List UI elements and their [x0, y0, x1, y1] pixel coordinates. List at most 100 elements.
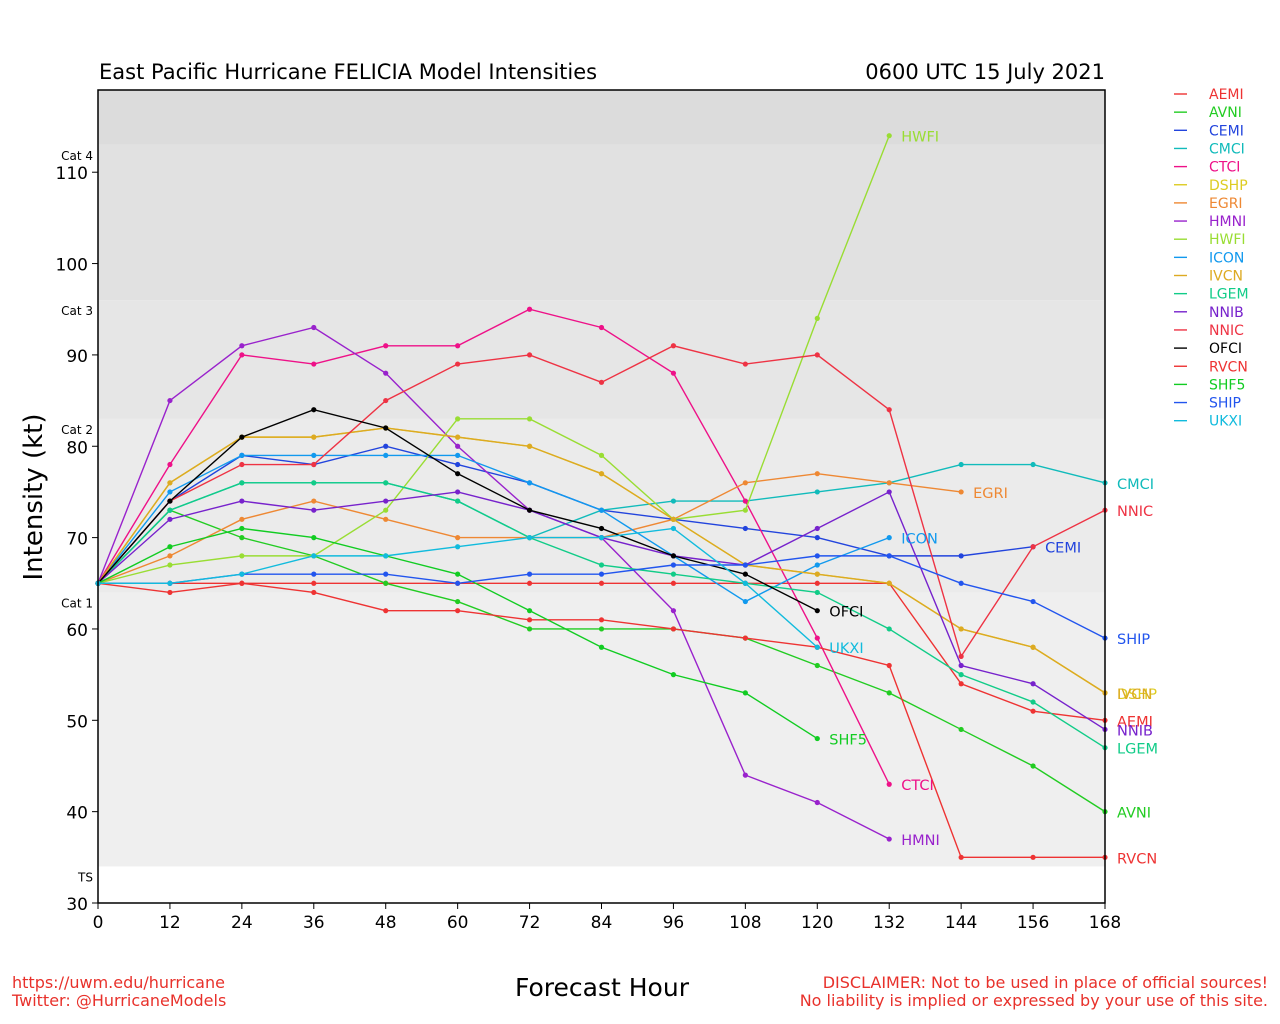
data-point-shf5 — [239, 525, 245, 532]
series-lines — [95, 133, 1108, 860]
end-label-ship: SHIP — [1117, 632, 1150, 648]
data-point-lgem — [239, 480, 245, 486]
legend-label: RVCN — [1209, 359, 1248, 375]
end-label-ctci: CTCI — [901, 778, 934, 794]
data-point-nnic — [886, 407, 892, 413]
data-point-ship — [383, 571, 389, 577]
data-point-avni — [958, 726, 964, 733]
data-point-rvcn — [1030, 854, 1036, 860]
data-point-avni — [455, 598, 461, 605]
data-point-nnib — [239, 498, 245, 504]
y-tick-label: 100 — [56, 256, 88, 276]
legend-label: CEMI — [1209, 123, 1244, 139]
data-point-ukxi — [598, 535, 605, 541]
x-axis-label: Forecast Hour — [515, 973, 690, 1002]
data-point-shf5 — [455, 571, 461, 577]
x-tick-label: 24 — [231, 913, 253, 933]
footer-url[interactable]: https://uwm.edu/hurricane — [12, 973, 225, 992]
legend-item-icon: ICON — [1174, 250, 1244, 266]
y-tick-label: 40 — [66, 804, 88, 824]
data-point-hwfi — [167, 562, 173, 568]
x-tick-label: 96 — [663, 913, 685, 933]
data-point-rvcn — [958, 854, 964, 860]
end-label-ivcn: IVCN — [1117, 687, 1152, 703]
y-tick-label: 90 — [66, 347, 88, 367]
y-axis-label: Intensity (kt) — [19, 414, 49, 581]
data-point-nnic — [670, 343, 677, 349]
x-tick-label: 108 — [729, 913, 761, 933]
data-point-nnib — [167, 516, 173, 522]
disclaimer-line-2: No liability is implied or expressed by … — [799, 991, 1268, 1010]
data-point-ofci — [670, 553, 677, 559]
legend-label: AEMI — [1209, 87, 1244, 103]
data-point-egri — [311, 498, 317, 504]
data-point-ofci — [742, 571, 748, 577]
data-point-icon — [814, 562, 820, 568]
legend-item-nnic: NNIC — [1174, 323, 1244, 339]
data-point-icon — [239, 452, 245, 458]
legend-label: UKXI — [1209, 414, 1242, 430]
end-label-hwfi: HWFI — [901, 130, 939, 146]
data-point-rvcn — [311, 589, 317, 596]
chart-title: East Pacific Hurricane FELICIA Model Int… — [99, 60, 597, 84]
data-point-avni — [598, 626, 605, 632]
series-icon — [95, 452, 892, 605]
data-point-egri — [455, 535, 461, 541]
data-point-cemi — [958, 553, 964, 559]
band-label-cat-1: Cat 1 — [61, 596, 93, 610]
band-label-ts: TS — [77, 870, 93, 884]
x-tick-label: 132 — [873, 913, 905, 933]
data-point-hwfi — [383, 507, 389, 513]
series-line-ctci — [97, 308, 890, 785]
end-label-ukxi: UKXI — [829, 641, 863, 657]
legend-item-cmci: CMCI — [1174, 141, 1245, 157]
data-point-ofci — [598, 525, 605, 532]
data-point-ship — [958, 580, 964, 586]
end-label-nnic: NNIC — [1117, 504, 1153, 520]
data-point-icon — [742, 598, 748, 605]
data-point-ofci — [526, 507, 533, 513]
legend-label: OFCI — [1209, 341, 1242, 357]
data-point-nnic — [455, 361, 461, 367]
legend-item-ctci: CTCI — [1174, 160, 1240, 176]
end-label-dshp: DSHP — [1117, 687, 1157, 703]
data-point-cmci — [1030, 461, 1036, 468]
data-point-ivcn — [455, 434, 461, 440]
data-point-nnic — [526, 352, 533, 358]
legend: AEMI AVNI CEMI CMCI CTCI DSHP EGRI HMNI HWFI ICON… — [1174, 87, 1249, 430]
data-point-cmci — [670, 498, 677, 504]
end-label-cemi: CEMI — [1045, 541, 1081, 557]
data-point-ship — [886, 553, 892, 559]
data-point-nnib — [814, 525, 820, 532]
data-point-hwfi — [742, 507, 748, 513]
data-point-icon — [167, 489, 173, 495]
data-point-ship — [455, 580, 461, 586]
data-point-rvcn — [526, 617, 533, 623]
end-label-avni: AVNI — [1117, 806, 1151, 822]
data-point-hwfi — [814, 315, 820, 321]
data-point-egri — [886, 480, 892, 486]
data-point-ukxi — [670, 525, 677, 532]
data-point-hmni — [455, 443, 461, 449]
data-point-egri — [167, 553, 173, 559]
band-cat-2 — [98, 300, 1105, 419]
band-ts — [98, 592, 1105, 867]
legend-item-shf5: SHF5 — [1174, 377, 1245, 393]
legend-item-ship: SHIP — [1174, 396, 1241, 412]
data-point-icon — [455, 452, 461, 458]
data-point-ship — [670, 562, 677, 568]
y-tick-label: 80 — [66, 438, 88, 458]
data-point-hmni — [670, 608, 677, 614]
data-point-shf5 — [742, 690, 748, 696]
data-point-ctci — [455, 343, 461, 349]
data-point-ivcn — [814, 571, 820, 577]
data-point-ctci — [311, 361, 317, 367]
end-label-shf5: SHF5 — [829, 733, 867, 749]
legend-item-dshp: DSHP — [1174, 178, 1248, 194]
data-point-egri — [383, 516, 389, 522]
data-point-hwfi — [526, 416, 533, 422]
data-point-shf5 — [814, 735, 820, 742]
legend-label: CTCI — [1209, 160, 1240, 176]
data-point-ship — [311, 571, 317, 577]
